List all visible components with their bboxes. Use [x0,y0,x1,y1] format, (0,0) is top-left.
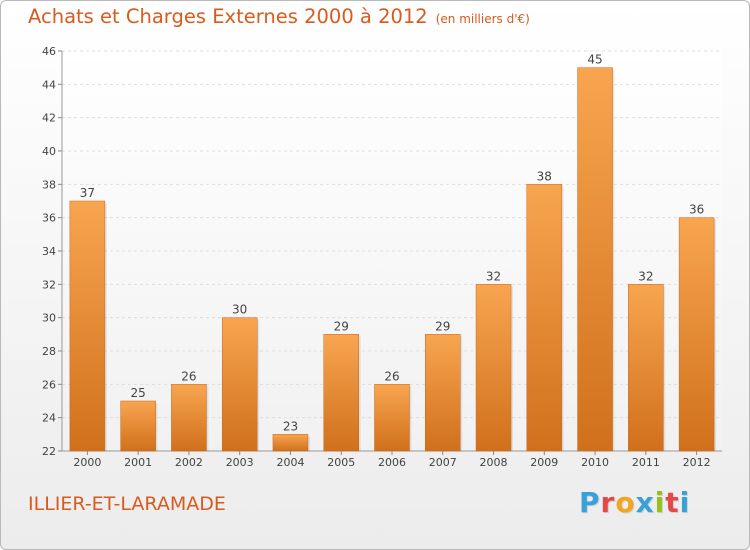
data-label: 30 [232,303,247,317]
data-label: 29 [334,319,349,333]
x-tick-label: 2002 [175,456,203,469]
chart-title-text: Achats et Charges Externes 2000 à 2012 [28,5,428,28]
data-label: 45 [587,53,602,67]
bar [171,384,207,452]
logo-letter: o [615,486,636,519]
y-tick-label: 26 [42,378,56,391]
data-label: 32 [486,269,501,283]
y-tick-label: 24 [42,412,56,425]
bar [69,200,106,452]
commune-name: ILLIER-ET-LARAMADE [28,493,226,515]
logo-letter: r [600,486,616,519]
x-tick-label: 2009 [530,456,558,469]
y-tick-label: 22 [42,445,56,458]
bar [475,284,512,452]
x-tick-label: 2006 [378,456,406,469]
x-tick-label: 2005 [327,456,355,469]
bar [678,217,715,452]
bar [425,334,461,452]
chart-unit: (en milliers d'€) [435,12,530,26]
x-tick-label: 2008 [480,456,508,469]
x-tick-label: 2010 [581,456,609,469]
data-label: 29 [435,319,450,333]
data-label: 25 [131,386,146,400]
y-tick-label: 28 [42,345,56,358]
x-tick-label: 2012 [683,456,711,469]
x-tick-label: 2011 [632,456,660,469]
logo-letter: P [579,486,601,519]
y-tick-label: 34 [42,245,56,258]
data-label: 36 [689,203,704,217]
bar [221,317,258,452]
bar [577,67,613,452]
y-tick-label: 32 [42,278,56,291]
x-tick-label: 2000 [73,456,101,469]
x-tick-label: 2004 [276,456,304,469]
y-tick-label: 40 [42,145,56,158]
y-tick-label: 30 [42,312,56,325]
y-tick-label: 36 [42,212,56,225]
data-label: 26 [384,369,399,383]
bar [628,284,664,452]
data-label: 32 [638,269,653,283]
y-tick-label: 42 [42,112,56,125]
x-tick-label: 2007 [429,456,457,469]
logo-letter: i [679,486,691,519]
bar [323,334,359,452]
x-tick-label: 2001 [124,456,152,469]
data-label: 23 [283,419,298,433]
x-tick-label: 2003 [226,456,254,469]
data-label: 38 [537,169,552,183]
y-tick-label: 44 [42,78,56,91]
data-label: 26 [181,369,196,383]
bar [374,384,410,452]
chart-title: Achats et Charges Externes 2000 à 2012 (e… [28,5,530,28]
logo-letter: x [635,486,655,519]
y-tick-label: 38 [42,178,56,191]
bar [272,434,309,452]
bar [526,184,563,452]
bar [120,400,156,452]
y-tick-label: 46 [42,45,56,58]
logo-letter: i [654,486,666,519]
proxiti-logo: Proxiti [579,486,690,519]
logo-letter: t [665,486,680,519]
data-label: 37 [80,186,95,200]
